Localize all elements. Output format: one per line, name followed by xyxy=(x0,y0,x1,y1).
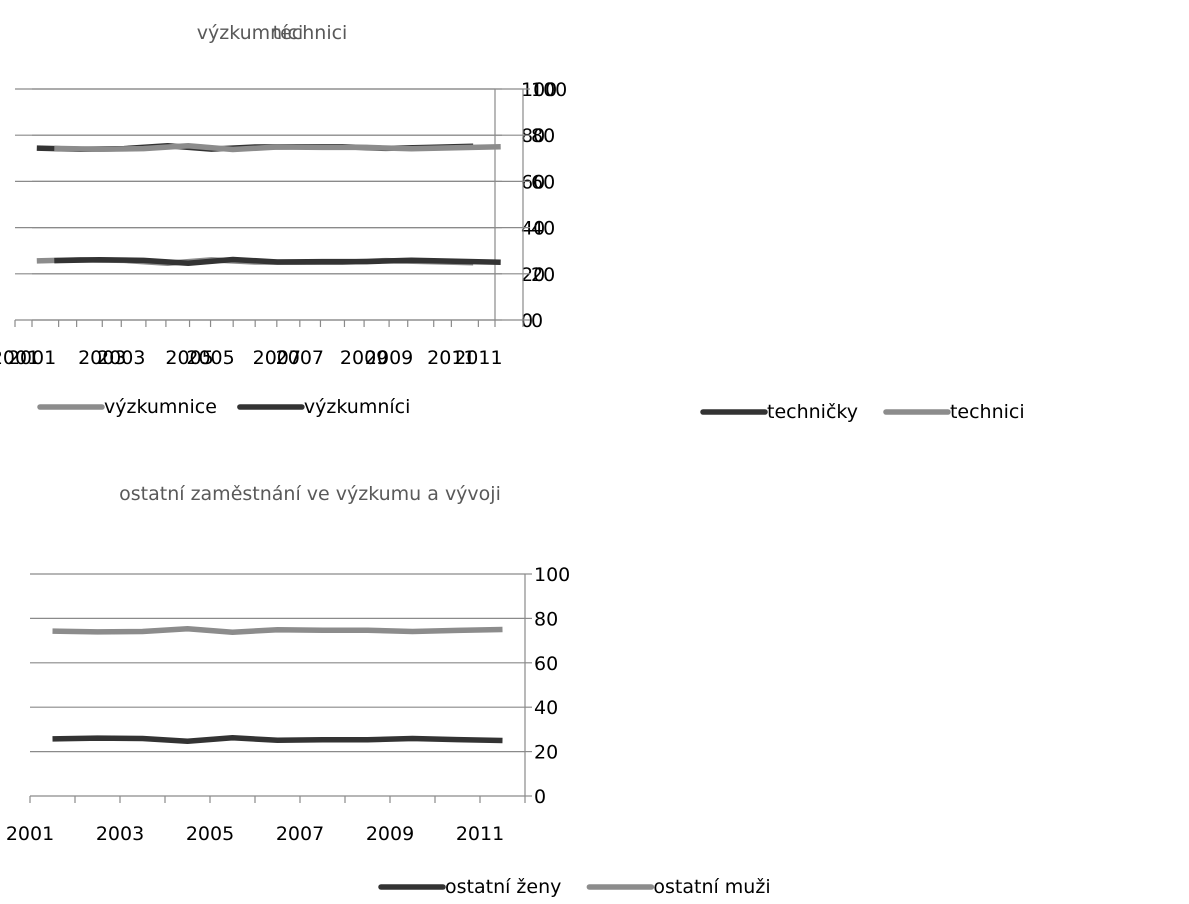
chart-panel-technicians: technici 0 20 40 60 80 100 2001 2003 2005 2007 2009… xyxy=(8,0,1189,440)
legend-label-2: technici xyxy=(950,401,1025,423)
legend-label-1: ostatní ženy xyxy=(445,876,561,898)
x-tick-label-2007: 2007 xyxy=(276,347,324,369)
y-tick-label-0: 0 xyxy=(531,310,543,332)
y-tick-label-80: 80 xyxy=(521,125,545,147)
chart-panel-researchers: výzkumníci020406080100200120032005200720… xyxy=(0,0,560,440)
y-tick-label-40: 40 xyxy=(531,218,555,240)
chart-title: technici xyxy=(273,22,348,44)
x-tick-label-2003: 2003 xyxy=(96,823,144,845)
y-tick-label-100: 100 xyxy=(534,564,570,586)
y-tick-label-20: 20 xyxy=(521,264,545,286)
y-tick-label-40: 40 xyxy=(534,697,558,719)
line-chart-researchers: výzkumníci020406080100200120032005200720… xyxy=(0,22,557,418)
series-line-1 xyxy=(52,735,503,744)
x-tick-label-2007: 2007 xyxy=(253,347,301,369)
line-chart-technicians: technici 0 20 40 60 80 100 2001 2003 2005 2007 2009… xyxy=(8,22,1025,423)
x-tick-label-2009: 2009 xyxy=(340,347,388,369)
y-tick-label-0: 0 xyxy=(521,310,533,332)
y-tick-label-60: 60 xyxy=(521,171,545,193)
x-tick-label-2009: 2009 xyxy=(366,823,414,845)
x-tick-label-2011: 2011 xyxy=(454,347,502,369)
y-tick-label-80: 80 xyxy=(534,608,558,630)
y-tick-label-20: 20 xyxy=(534,742,558,764)
x-tick-label-2003: 2003 xyxy=(78,347,126,369)
y-tick-label-40: 40 xyxy=(521,218,545,240)
y-tick-label-100: 100 xyxy=(531,79,567,101)
y-tick-label-80: 80 xyxy=(531,125,555,147)
x-tick-label-2001: 2001 xyxy=(6,823,54,845)
y-tick-label-100: 100 xyxy=(521,79,557,101)
chart-title: výzkumníci xyxy=(197,22,303,44)
x-tick-label-2005: 2005 xyxy=(165,347,213,369)
legend-label-1: techničky xyxy=(767,401,858,423)
series-line-1 xyxy=(54,256,501,266)
y-tick-label-20: 20 xyxy=(531,264,555,286)
line-chart-other-staff: ostatní zaměstnání ve výzkumu a vývoji 0 2… xyxy=(6,483,771,898)
chart-title: ostatní zaměstnání ve výzkumu a vývoji xyxy=(119,483,501,505)
x-tick-label-2005: 2005 xyxy=(186,347,234,369)
x-tick-label-2003: 2003 xyxy=(97,347,145,369)
x-tick-label-2001: 2001 xyxy=(0,347,39,369)
series-line-2 xyxy=(54,143,501,153)
x-tick-label-2011: 2011 xyxy=(456,823,504,845)
x-tick-label-2009: 2009 xyxy=(365,347,413,369)
y-tick-label-60: 60 xyxy=(531,171,555,193)
y-tick-label-0: 0 xyxy=(534,786,546,808)
legend-label-1: výzkumnice xyxy=(104,396,217,418)
y-tick-label-60: 60 xyxy=(534,653,558,675)
chart-panel-other-staff: ostatní zaměstnání ve výzkumu a vývoji 0 2… xyxy=(6,475,920,904)
x-tick-label-2001: 2001 xyxy=(8,347,56,369)
x-tick-label-2011: 2011 xyxy=(427,347,475,369)
x-tick-label-2005: 2005 xyxy=(186,823,234,845)
series-line-2 xyxy=(52,626,503,635)
legend-label-2: ostatní muži xyxy=(653,876,770,898)
legend-label-2: výzkumníci xyxy=(304,396,410,418)
x-tick-label-2007: 2007 xyxy=(276,823,324,845)
